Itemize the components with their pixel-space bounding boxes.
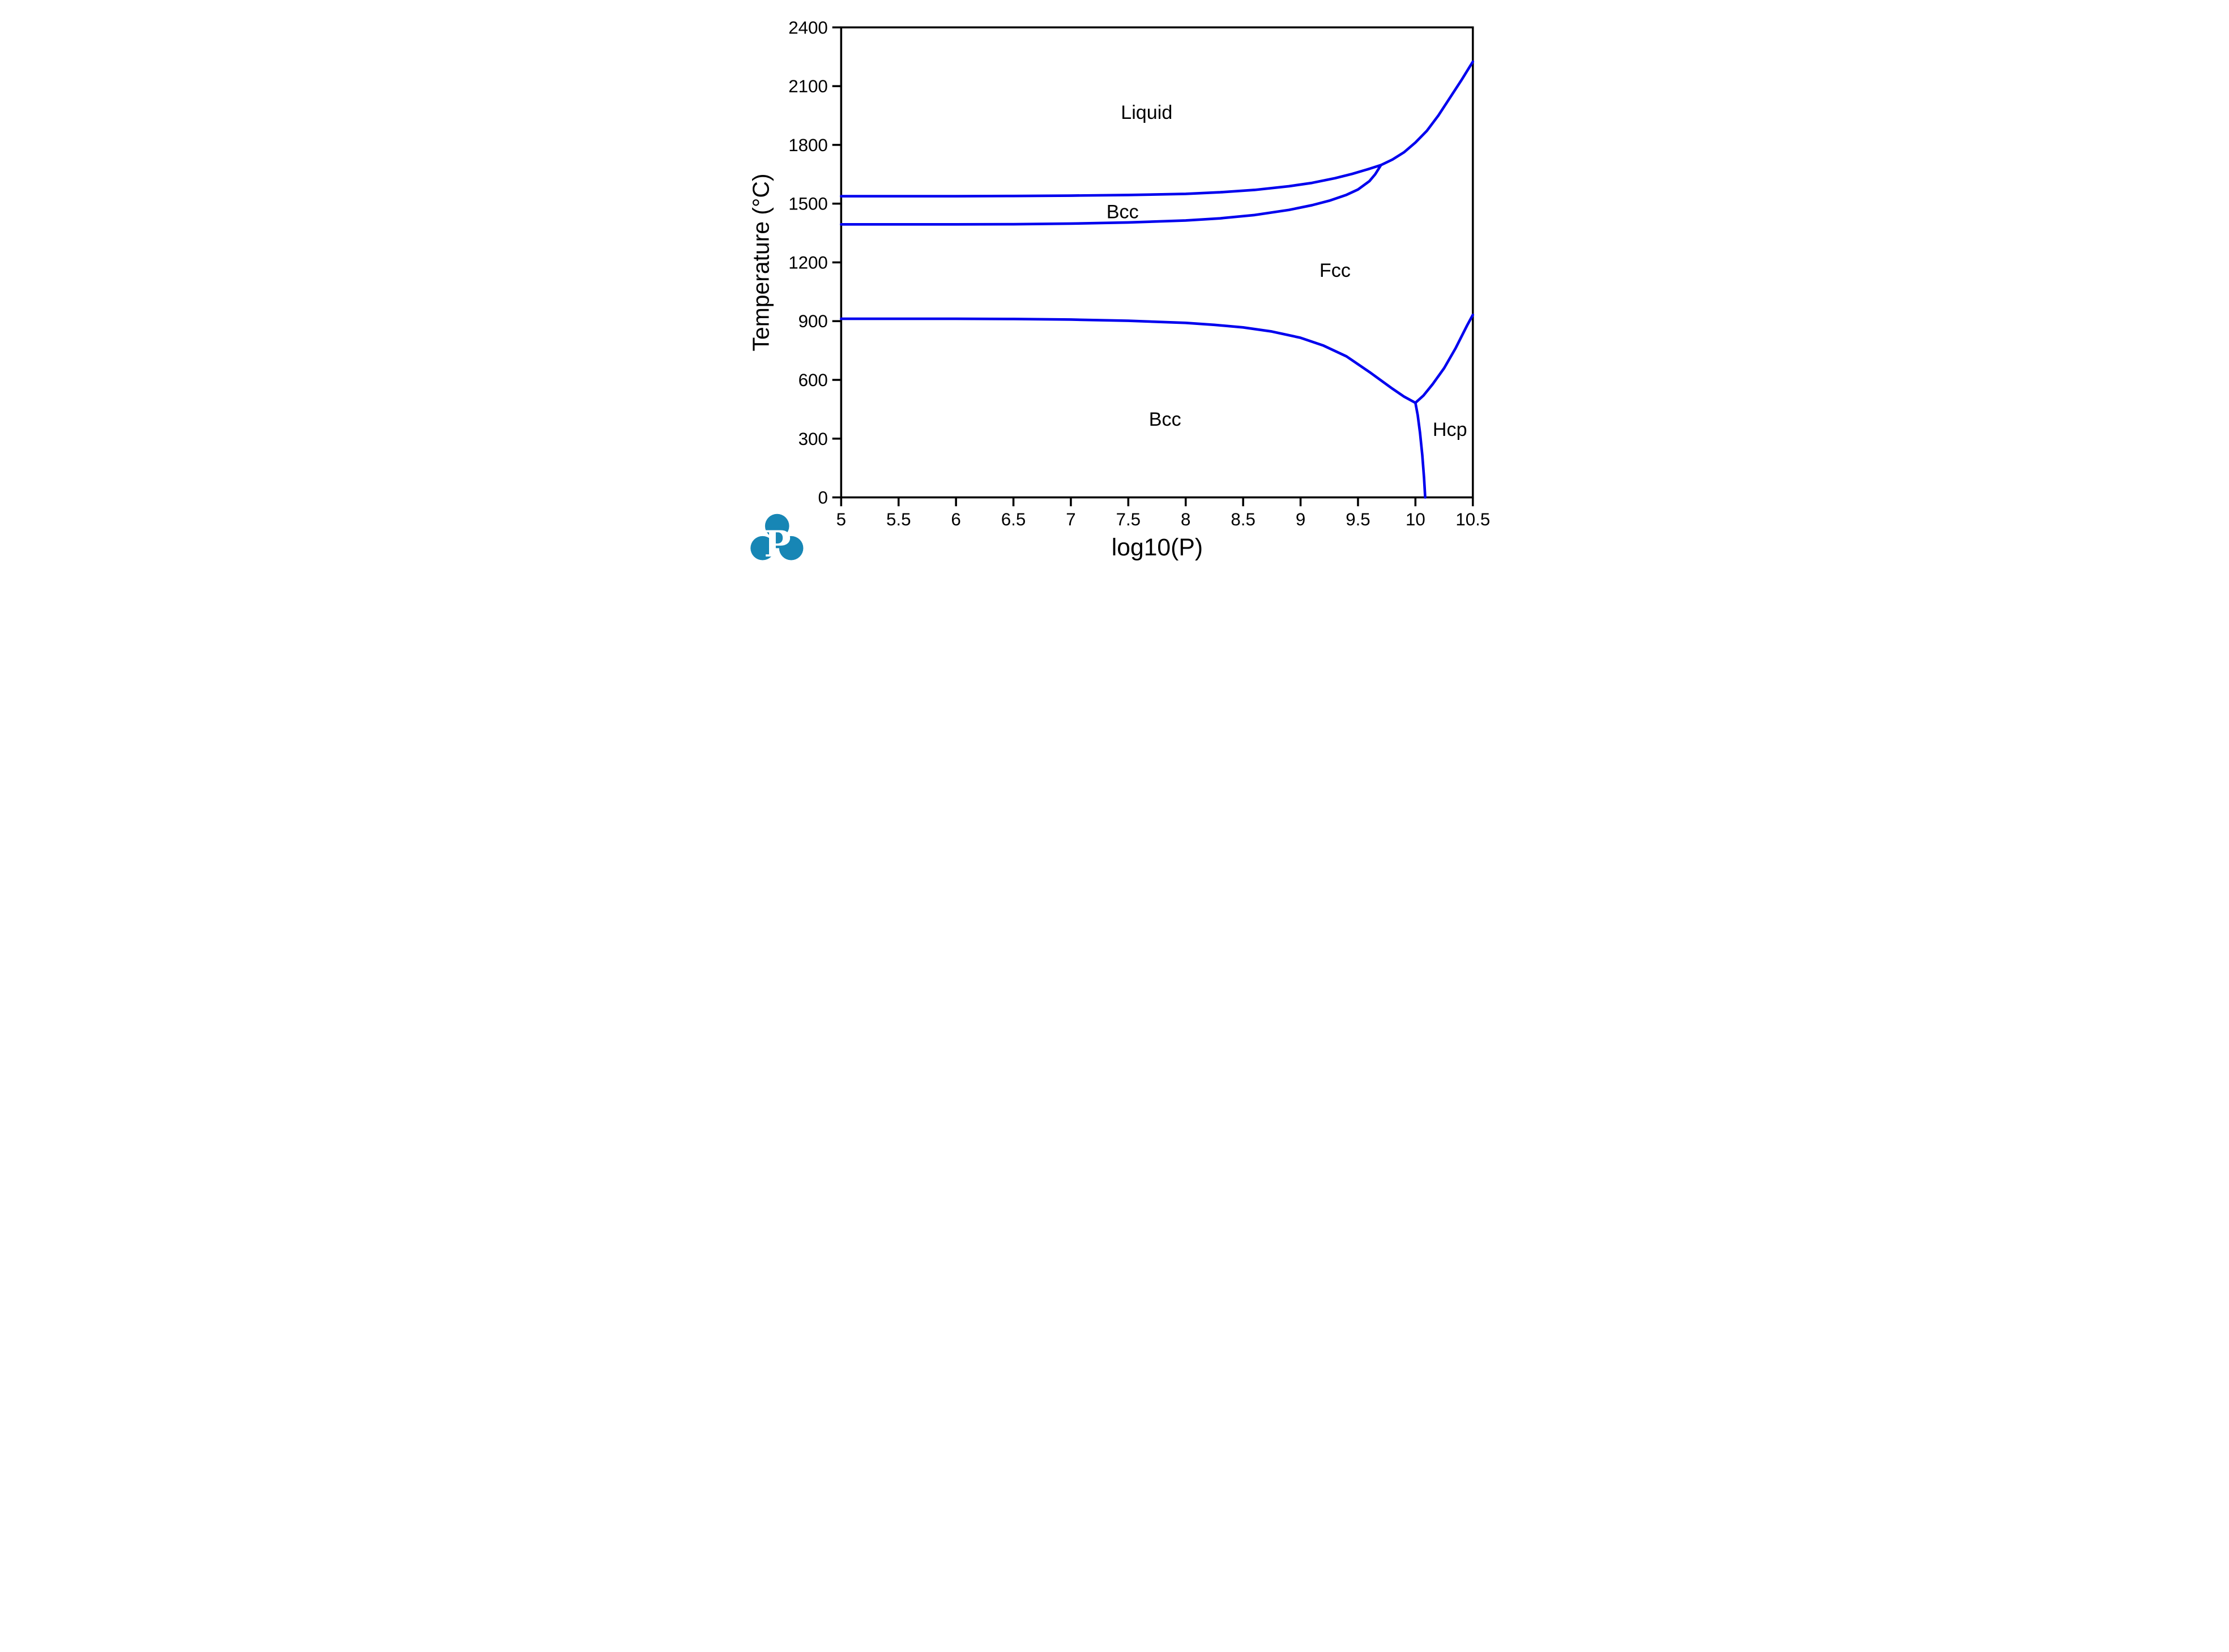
phase-boundary-curves [840,60,1475,499]
y-tick-label: 1200 [788,252,828,272]
y-tick-label: 600 [798,370,828,390]
phase-diagram-plot: 5 5.5 6 6.5 7 7.5 8 8.5 9 9.5 10 10.5 0 300 600 900 120… [718,0,1511,588]
x-tick-label: 5 [836,510,846,529]
x-tick-label: 7.5 [1116,510,1141,529]
x-tick-label: 9 [1296,510,1305,529]
plot-frame-rect [840,26,1474,499]
y-tick-label: 1800 [788,135,828,155]
x-tick-label: 6.5 [1001,510,1026,529]
phase-boundary-bcc-delta-fcc-boundary [840,164,1382,226]
y-axis: 0 300 600 900 1200 1500 1800 2100 2400 [788,18,842,508]
x-tick-label: 10 [1406,510,1425,529]
plot-frame [840,26,1474,499]
y-axis-title: Temperature (°C) [748,173,774,351]
region-label-hcp: Hcp [1433,419,1467,440]
region-label-fcc: Fcc [1320,260,1351,281]
y-tick-label: 2400 [788,18,828,37]
x-tick-label: 5.5 [886,510,911,529]
y-tick-label: 0 [818,488,827,508]
y-tick-label: 900 [798,311,828,331]
x-tick-label: 6 [951,510,960,529]
logo: P [750,513,804,565]
phase-diagram-figure: 5 5.5 6 6.5 7 7.5 8 8.5 9 9.5 10 10.5 0 300 600 900 120… [718,0,1511,588]
phase-boundary-bcc-alpha-hcp-boundary [1414,401,1427,499]
x-axis: 5 5.5 6 6.5 7 7.5 8 8.5 9 9.5 10 10.5 [836,497,1490,529]
x-tick-label: 10.5 [1455,510,1490,529]
x-tick-label: 7 [1066,510,1075,529]
region-label-liquid: Liquid [1121,102,1172,123]
x-tick-label: 9.5 [1346,510,1370,529]
y-tick-label: 300 [798,429,828,449]
x-tick-label: 8.5 [1231,510,1256,529]
logo-center-fill [762,526,792,549]
region-label-bcc: Bcc [1107,202,1139,223]
x-tick-label: 8 [1181,510,1190,529]
phase-boundary-melting-boundary-bcc-fcc-liquid [840,60,1475,198]
y-tick-label: 2100 [788,76,828,96]
region-labels: Liquid Bcc Fcc Bcc Hcp [1107,102,1467,440]
phase-boundary-fcc-hcp-boundary [1414,313,1475,404]
x-axis-title: log10(P) [1112,534,1203,561]
phase-boundary-bcc-alpha-fcc-boundary [840,317,1417,404]
logo-letter: P [764,523,791,565]
y-tick-label: 1500 [788,194,828,214]
logo-circle-top [765,513,789,538]
region-label-bcc: Bcc [1149,409,1181,430]
